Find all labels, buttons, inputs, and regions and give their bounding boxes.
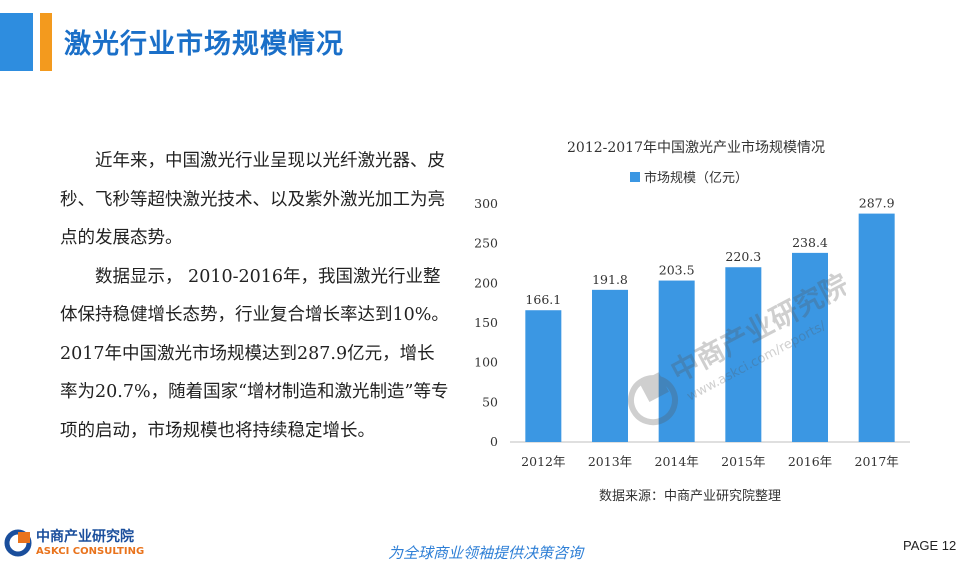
chart-legend: 市场规模（亿元） xyxy=(630,170,748,186)
bar xyxy=(525,310,562,442)
legend-label: 市场规模（亿元） xyxy=(644,170,748,186)
footer-logo: 中商产业研究院 ASKCI CONSULTING xyxy=(4,528,144,558)
bar xyxy=(725,267,762,442)
data-label: 238.4 xyxy=(792,235,828,250)
y-tick-label: 50 xyxy=(482,394,498,409)
x-tick-label: 2012年 xyxy=(521,454,565,469)
y-tick-label: 300 xyxy=(474,196,498,211)
data-label: 220.3 xyxy=(725,249,761,264)
chart-svg: 2012-2017年中国激光产业市场规模情况 市场规模（亿元） 0 50 100 15… xyxy=(474,139,910,504)
bar xyxy=(792,252,828,442)
footer-slogan: 为全球商业领袖提供决策咨询 xyxy=(388,544,584,562)
x-tick-label: 2016年 xyxy=(788,454,832,469)
x-tick-label: 2013年 xyxy=(588,454,632,469)
legend-swatch xyxy=(630,172,640,182)
page-number: PAGE 12 xyxy=(903,538,957,553)
chart-source: 数据来源：中商产业研究院整理 xyxy=(599,489,781,504)
x-tick-label: 2014年 xyxy=(655,454,699,469)
bar xyxy=(592,289,628,442)
header-accent-bar-blue xyxy=(0,13,33,71)
y-tick-label: 150 xyxy=(474,315,498,330)
data-label: 203.5 xyxy=(659,263,695,278)
body-text: 近年来，中国激光行业呈现以光纤激光器、皮秒、飞秒等超快激光技术、以及紫外激光加工… xyxy=(60,142,450,450)
x-tick-label: 2015年 xyxy=(721,454,765,469)
bar xyxy=(658,280,695,442)
page-title: 激光行业市场规模情况 xyxy=(64,29,344,60)
bar xyxy=(858,213,895,442)
body-paragraph-2: 数据显示， 2010-2016年，我国激光行业整体保持稳健增长态势，行业复合增长… xyxy=(60,266,449,441)
chart-title: 2012-2017年中国激光产业市场规模情况 xyxy=(567,139,825,156)
x-axis: 2012年 2013年 2014年 2015年 2016年 2017年 xyxy=(521,454,899,469)
y-axis: 0 50 100 150 200 250 300 xyxy=(474,196,498,449)
data-label: 191.8 xyxy=(592,272,628,287)
y-tick-label: 200 xyxy=(474,275,498,290)
askci-logo-icon xyxy=(4,529,32,557)
x-tick-label: 2017年 xyxy=(855,454,899,469)
header-accent-bar-orange xyxy=(40,13,52,71)
y-tick-label: 100 xyxy=(474,355,498,370)
data-labels: 166.1 191.8 203.5 220.3 238.4 287.9 xyxy=(525,196,894,308)
body-paragraph-1: 近年来，中国激光行业呈现以光纤激光器、皮秒、飞秒等超快激光技术、以及紫外激光加工… xyxy=(60,151,445,248)
y-tick-label: 250 xyxy=(474,236,498,251)
logo-cn-text: 中商产业研究院 xyxy=(36,528,134,545)
market-size-chart: 2012-2017年中国激光产业市场规模情况 市场规模（亿元） 0 50 100 15… xyxy=(470,128,930,528)
bars xyxy=(525,213,895,442)
data-label: 166.1 xyxy=(525,292,561,307)
logo-en-text: ASKCI CONSULTING xyxy=(36,545,145,557)
y-tick-label: 0 xyxy=(490,434,498,449)
data-label: 287.9 xyxy=(859,196,895,211)
